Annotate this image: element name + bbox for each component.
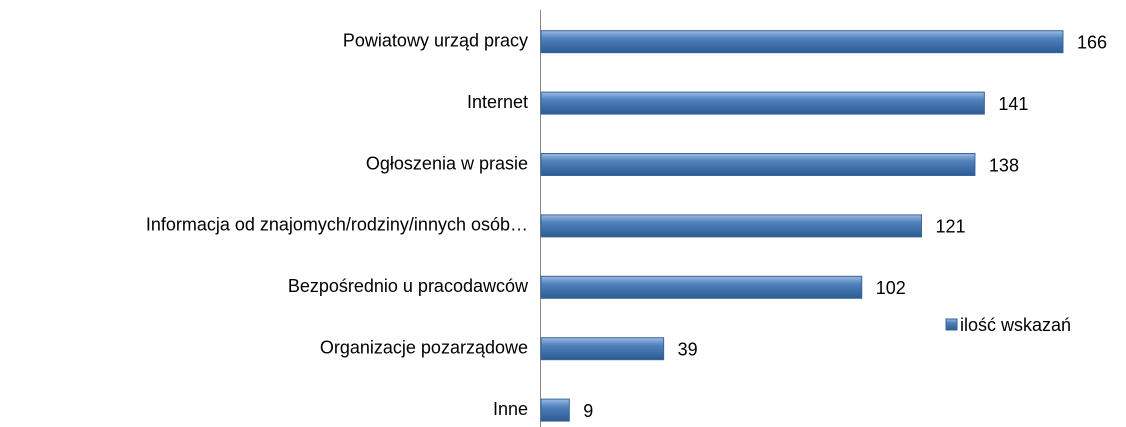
y-tick-label: Inne [493,399,528,419]
bar [540,398,570,422]
data-label: 121 [935,217,965,237]
data-label: 138 [989,155,1019,175]
bar [540,275,863,299]
y-tick-label: Ogłoszenia w prasie [366,153,528,173]
y-tick-label: Bezpośrednio u pracodawców [288,276,529,296]
bar [540,30,1064,54]
data-label: 102 [876,278,906,298]
y-tick-label: Informacja od znajomych/rodziny/innych o… [146,215,528,235]
data-label: 39 [678,339,698,359]
data-label: 141 [998,94,1028,114]
legend-label: ilość wskazań [960,315,1071,335]
bar [540,214,922,238]
bar [540,153,976,176]
data-label: 9 [583,401,593,421]
y-tick-label: Organizacje pozarządowe [320,337,528,357]
data-label: 166 [1077,32,1107,52]
y-tick-label: Internet [467,92,528,112]
bar [540,91,985,115]
y-tick-label: Powiatowy urząd pracy [343,30,528,50]
legend-swatch [945,318,958,331]
bar [540,337,665,361]
